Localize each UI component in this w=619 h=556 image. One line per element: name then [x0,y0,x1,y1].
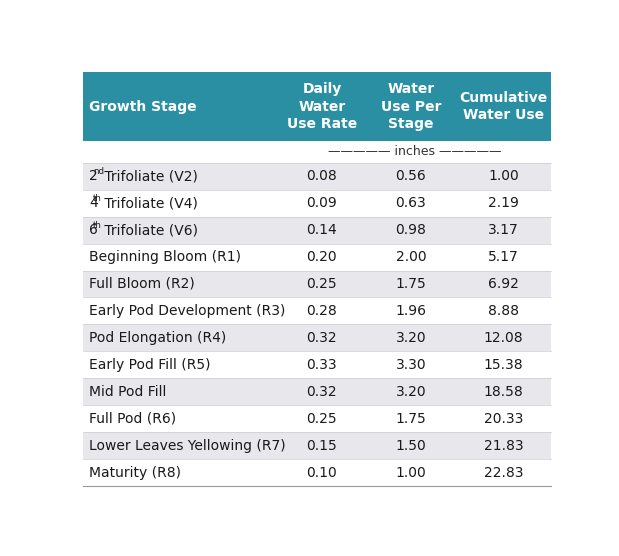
Text: ————— inches —————: ————— inches ————— [327,146,501,158]
Text: 0.08: 0.08 [306,169,337,183]
Text: 0.20: 0.20 [306,250,337,264]
Text: Trifoliate (V2): Trifoliate (V2) [100,169,198,183]
Text: 0.33: 0.33 [306,358,337,372]
Text: Early Pod Fill (R5): Early Pod Fill (R5) [89,358,210,372]
Text: 6: 6 [89,223,98,237]
Text: 20.33: 20.33 [483,412,523,426]
Bar [83,325,552,351]
Text: th: th [93,194,102,203]
Text: 1.96: 1.96 [396,304,426,318]
Text: Early Pod Development (R3): Early Pod Development (R3) [89,304,285,318]
Bar [83,405,552,433]
Text: 0.25: 0.25 [306,277,337,291]
Bar [83,271,552,297]
Text: Pod Elongation (R4): Pod Elongation (R4) [89,331,226,345]
Text: Full Bloom (R2): Full Bloom (R2) [89,277,194,291]
Text: th: th [93,221,102,230]
Text: Maturity (R8): Maturity (R8) [89,466,181,480]
Text: 4: 4 [89,196,98,210]
Bar [83,297,552,325]
Text: 12.08: 12.08 [483,331,523,345]
Text: 0.32: 0.32 [306,331,337,345]
Text: 22.83: 22.83 [483,466,523,480]
Text: 0.63: 0.63 [396,196,426,210]
Text: 5.17: 5.17 [488,250,519,264]
Bar [83,433,552,459]
Text: 3.20: 3.20 [396,331,426,345]
Text: Full Pod (R6): Full Pod (R6) [89,412,176,426]
Text: 2: 2 [89,169,98,183]
Text: nd: nd [93,167,104,176]
Text: 0.10: 0.10 [306,466,337,480]
Text: 1.00: 1.00 [488,169,519,183]
Bar [83,141,552,162]
Text: Lower Leaves Yellowing (R7): Lower Leaves Yellowing (R7) [89,439,285,453]
Text: Trifoliate (V4): Trifoliate (V4) [100,196,198,210]
Text: 0.28: 0.28 [306,304,337,318]
Text: Cumulative
Water Use: Cumulative Water Use [459,91,547,122]
Text: 3.17: 3.17 [488,223,519,237]
Text: 0.98: 0.98 [396,223,426,237]
Text: 1.75: 1.75 [396,277,426,291]
Text: 21.83: 21.83 [483,439,523,453]
Text: 0.14: 0.14 [306,223,337,237]
Bar [83,459,552,486]
Bar [83,379,552,405]
Text: Growth Stage: Growth Stage [89,100,196,113]
Text: Beginning Bloom (R1): Beginning Bloom (R1) [89,250,241,264]
Text: 2.19: 2.19 [488,196,519,210]
Text: 1.50: 1.50 [396,439,426,453]
Text: 18.58: 18.58 [483,385,523,399]
Text: Daily
Water
Use Rate: Daily Water Use Rate [287,82,357,131]
Text: Water
Use Per
Stage: Water Use Per Stage [381,82,441,131]
Text: 0.09: 0.09 [306,196,337,210]
Text: 2.00: 2.00 [396,250,426,264]
Text: 0.56: 0.56 [396,169,426,183]
Bar [83,72,552,141]
Bar [83,217,552,244]
Text: 15.38: 15.38 [483,358,523,372]
Bar [83,244,552,271]
Text: 0.15: 0.15 [306,439,337,453]
Text: 0.32: 0.32 [306,385,337,399]
Bar [83,162,552,190]
Bar [83,190,552,216]
Text: 6.92: 6.92 [488,277,519,291]
Text: 8.88: 8.88 [488,304,519,318]
Text: 1.00: 1.00 [396,466,426,480]
Text: 1.75: 1.75 [396,412,426,426]
Text: 3.20: 3.20 [396,385,426,399]
Text: 3.30: 3.30 [396,358,426,372]
Bar [83,351,552,379]
Text: Mid Pod Fill: Mid Pod Fill [89,385,167,399]
Text: Trifoliate (V6): Trifoliate (V6) [100,223,199,237]
Text: 0.25: 0.25 [306,412,337,426]
